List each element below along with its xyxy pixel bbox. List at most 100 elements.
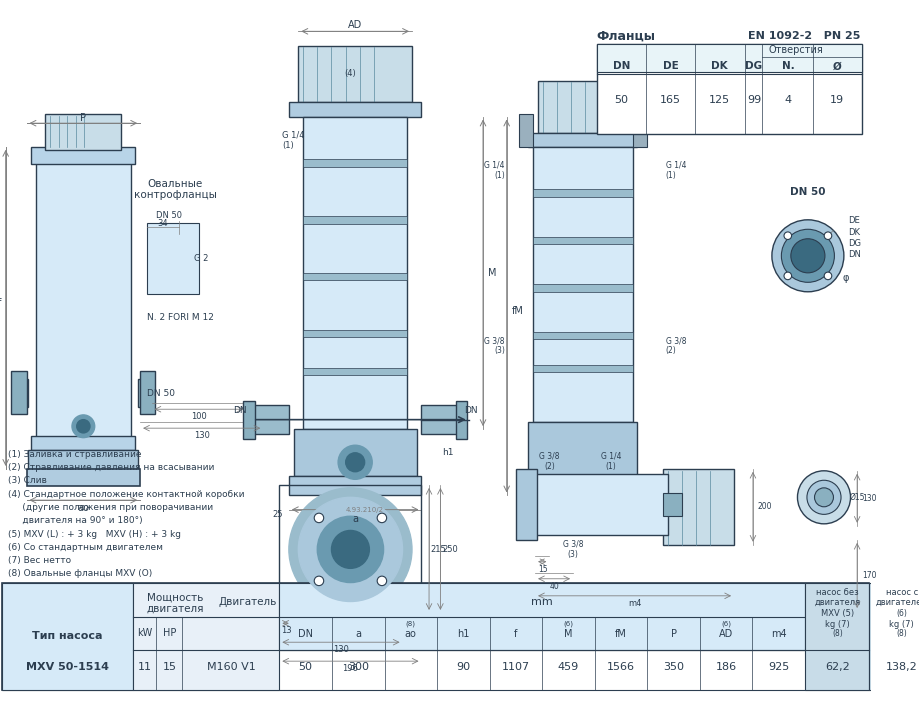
- Text: f: f: [514, 629, 517, 639]
- Circle shape: [298, 497, 403, 602]
- Bar: [533, 189, 632, 197]
- Text: насос с: насос с: [885, 589, 917, 597]
- Circle shape: [72, 415, 95, 438]
- Text: DE: DE: [662, 61, 677, 71]
- Circle shape: [771, 220, 843, 292]
- Bar: [289, 476, 421, 496]
- Bar: [132, 584, 279, 690]
- Text: 1566: 1566: [607, 662, 634, 672]
- Text: ao: ao: [404, 629, 416, 639]
- Bar: [289, 103, 421, 117]
- Text: (3) Слив: (3) Слив: [7, 476, 46, 486]
- Text: 4.93.210/2: 4.93.210/2: [346, 507, 383, 513]
- Text: 125: 125: [709, 95, 730, 105]
- Text: ao: ao: [77, 503, 89, 513]
- Text: (4): (4): [345, 70, 356, 78]
- Bar: [538, 80, 628, 132]
- Text: 50: 50: [299, 662, 312, 672]
- Text: 25: 25: [272, 510, 282, 519]
- Bar: [2, 650, 868, 690]
- Text: m4: m4: [627, 599, 641, 608]
- Text: Мощность: Мощность: [147, 592, 203, 602]
- Bar: [302, 273, 407, 281]
- Text: kg (7): kg (7): [824, 619, 849, 629]
- Text: Овальные
контрофланцы: Овальные контрофланцы: [133, 179, 216, 200]
- Text: DK: DK: [710, 61, 727, 71]
- Circle shape: [289, 488, 412, 611]
- Text: (5) MXV (L) : + 3 kg   MXV (H) : + 3 kg: (5) MXV (L) : + 3 kg MXV (H) : + 3 kg: [7, 530, 180, 538]
- Bar: [244, 401, 255, 439]
- Text: 130: 130: [194, 431, 210, 440]
- Text: 130: 130: [333, 645, 348, 654]
- Bar: [11, 372, 27, 414]
- Text: 90: 90: [456, 662, 470, 672]
- Text: 34: 34: [157, 219, 168, 228]
- Text: 138,2: 138,2: [885, 662, 916, 672]
- Bar: [17, 379, 28, 407]
- Text: G 3/8
(2): G 3/8 (2): [665, 336, 686, 355]
- Text: fM: fM: [615, 629, 627, 639]
- Text: 350: 350: [663, 662, 684, 672]
- Circle shape: [338, 445, 372, 479]
- Text: P: P: [670, 629, 675, 639]
- Text: fM: fM: [512, 305, 524, 315]
- Circle shape: [806, 481, 840, 514]
- Text: (6) Со стандартным двигателем: (6) Со стандартным двигателем: [7, 543, 163, 552]
- Text: DN: DN: [298, 629, 312, 639]
- Text: kW: kW: [137, 628, 153, 638]
- Text: DN 50: DN 50: [147, 389, 175, 397]
- Circle shape: [314, 513, 323, 523]
- Bar: [293, 429, 416, 476]
- Bar: [31, 436, 135, 450]
- Circle shape: [813, 488, 833, 507]
- Bar: [138, 379, 150, 407]
- Text: P: P: [80, 113, 86, 123]
- Text: 200: 200: [756, 502, 771, 511]
- Text: Фланцы: Фланцы: [596, 30, 655, 43]
- Text: (8): (8): [405, 620, 415, 627]
- Circle shape: [780, 229, 834, 283]
- Text: (6): (6): [895, 609, 906, 618]
- Text: G 1/4
(1): G 1/4 (1): [282, 130, 304, 150]
- Bar: [535, 473, 667, 535]
- Bar: [140, 372, 155, 414]
- Text: 300: 300: [347, 662, 369, 672]
- Bar: [533, 237, 632, 244]
- Text: 62,2: 62,2: [824, 662, 849, 672]
- Bar: [279, 584, 804, 650]
- Bar: [523, 478, 641, 496]
- Bar: [302, 330, 407, 337]
- Text: a: a: [355, 629, 361, 639]
- Circle shape: [823, 272, 831, 280]
- Bar: [2, 584, 868, 690]
- Text: MXV (5): MXV (5): [820, 609, 853, 618]
- Bar: [251, 405, 289, 434]
- Text: насос без: насос без: [815, 589, 857, 597]
- Bar: [455, 401, 467, 439]
- Text: DG: DG: [744, 61, 762, 71]
- Text: 19: 19: [829, 95, 844, 105]
- Bar: [45, 114, 121, 150]
- Text: m4: m4: [770, 629, 786, 639]
- Bar: [596, 43, 861, 134]
- Text: G 1/4
(1): G 1/4 (1): [483, 161, 505, 180]
- Text: Отверстия: Отверстия: [767, 46, 823, 56]
- Text: 15: 15: [163, 662, 176, 672]
- Text: 15: 15: [538, 565, 547, 574]
- Bar: [279, 485, 421, 613]
- Text: 1107: 1107: [502, 662, 529, 672]
- Text: (8): (8): [895, 629, 906, 638]
- Text: 196: 196: [342, 664, 358, 674]
- Bar: [2, 617, 868, 650]
- Text: Двигатель: Двигатель: [219, 597, 277, 607]
- Bar: [533, 332, 632, 339]
- Text: 40: 40: [549, 582, 559, 591]
- Text: (6): (6): [563, 620, 573, 627]
- Text: 165: 165: [659, 95, 680, 105]
- Circle shape: [76, 419, 90, 433]
- Text: DN: DN: [612, 61, 630, 71]
- Text: 250: 250: [441, 545, 458, 554]
- Text: двигателем: двигателем: [874, 598, 919, 607]
- Text: 100: 100: [191, 412, 207, 422]
- Text: G 1/4
(1): G 1/4 (1): [665, 161, 686, 180]
